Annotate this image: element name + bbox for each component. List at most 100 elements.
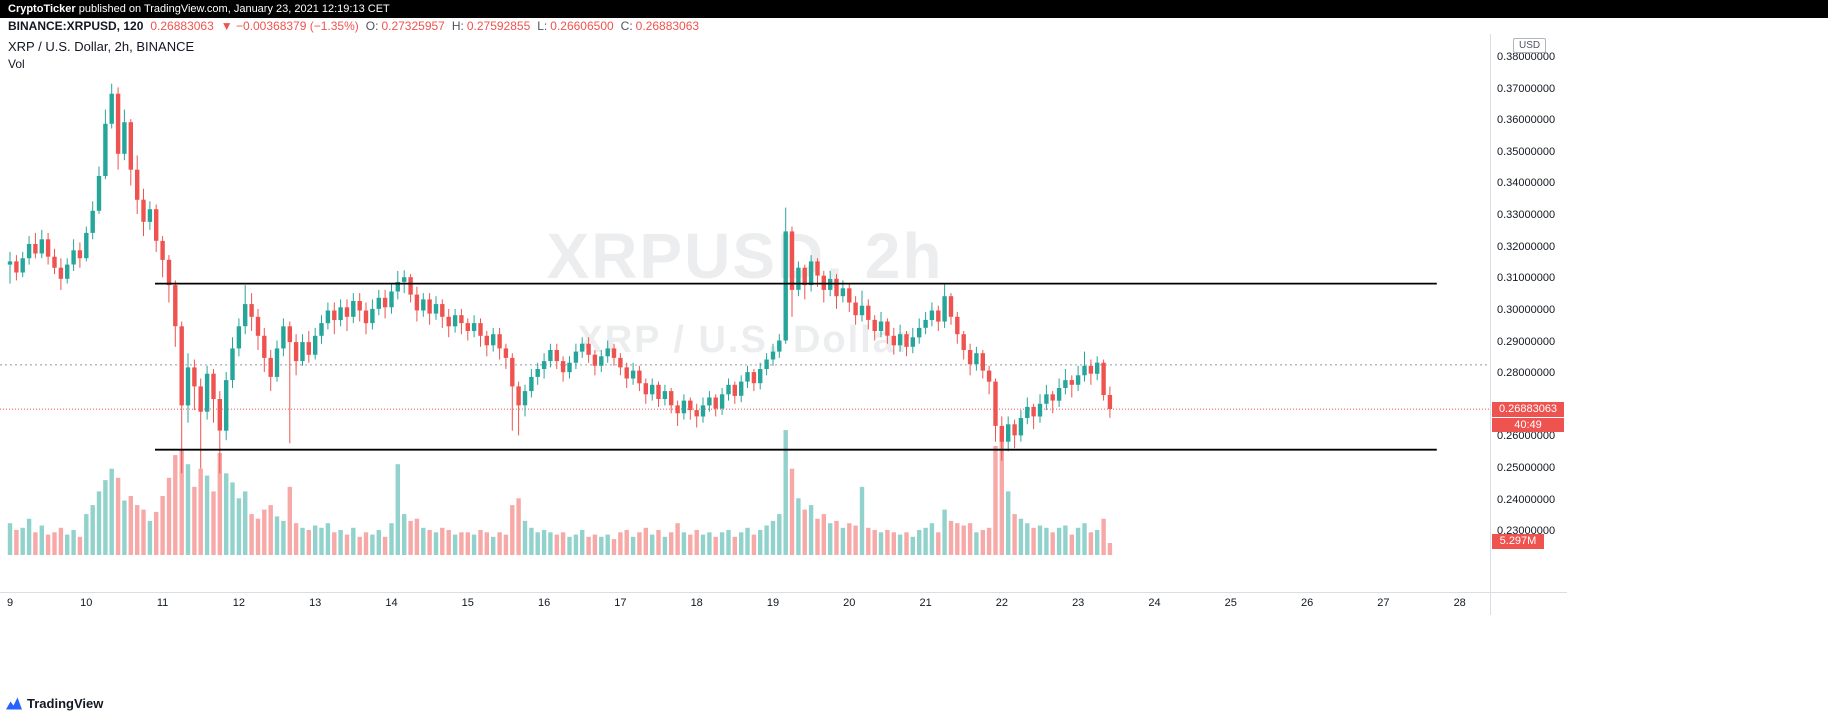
candle-body [605,348,610,357]
volume-bar [491,536,496,555]
candle-body [166,259,172,286]
volume-bar [1088,532,1094,555]
volume-bar [274,516,280,555]
candle-body [1056,388,1062,401]
candle-body [154,209,159,241]
candle-body [637,370,642,384]
volume-bar [300,527,305,555]
candle-body [147,209,153,222]
volume-bar [936,532,941,555]
candle-body [478,323,483,336]
candle-body [249,304,254,317]
volume-bar [923,527,928,555]
volume-bar [681,532,687,555]
volume-bar [751,534,757,555]
volume-bar [586,536,591,555]
volume-bar [688,534,693,555]
volume-bar [529,527,534,555]
candle-body [993,381,998,426]
candle-body [955,316,960,335]
candle-body [980,353,985,371]
time-axis-label: 19 [766,597,780,609]
tradingview-footer: TradingView [0,695,1828,712]
volume-bar [249,514,254,555]
price-axis-label: 0.28000000 [1497,367,1556,380]
volume-bar [135,505,140,555]
candle-body [516,386,521,406]
candle-body [84,232,89,259]
volume-bar [192,486,197,555]
volume-bar [815,518,820,555]
volume-bar [262,509,267,555]
volume-bar [891,532,896,555]
symbol-name: BINANCE:XRPUSD, 120 [8,19,144,33]
candle-body [255,316,261,336]
high-value: 0.27592855 [466,19,531,33]
volume-bar [592,534,598,555]
close-value: 0.26883063 [635,19,700,33]
candle-body [866,305,871,320]
volume-bar [796,498,801,556]
candle-body [1082,365,1087,376]
price-axis-label: 0.38000000 [1497,50,1556,63]
candle-body [96,176,102,211]
price-axis-label: 0.31000000 [1497,272,1556,285]
volume-bar [707,532,712,555]
candle-body [287,326,292,343]
time-axis[interactable]: 9 10 11 12 13 14 15 16 17 18 19 20 21 22 23 24 25 26 27 28 [0,592,1567,615]
time-axis-label: 23 [1072,597,1085,609]
volume-bar [611,539,617,555]
candle-body [1101,362,1106,395]
price-axis-label: 0.37000000 [1497,82,1556,95]
candlestick-chart[interactable] [0,34,1490,592]
time-axis-label: 17 [614,597,627,609]
volume-bar [84,514,89,555]
tradingview-brand-link[interactable]: TradingView [27,696,104,711]
open-label: O: [365,19,379,33]
candle-body [217,399,222,431]
candle-body [758,369,763,384]
volume-bar [999,437,1004,555]
volume-bar [847,523,852,555]
volume-bar [154,511,159,555]
candle-body [268,357,273,377]
volume-bar [1095,530,1100,555]
volume-bar [96,491,102,555]
volume-bar [897,534,903,555]
candle-body [452,315,458,327]
volume-bar [224,473,229,555]
candle-body [465,323,470,331]
candle-body [656,384,661,399]
candle-body [586,343,591,355]
volume-bar [287,486,292,555]
volume-bar [675,523,680,555]
price-axis-label: 0.34000000 [1497,177,1556,190]
candle-body [332,310,337,320]
volume-bar [764,525,769,555]
volume-bar [713,536,718,555]
candle-body [662,391,668,399]
candle-body [522,391,528,406]
candle-body [961,334,966,350]
candle-body [179,326,184,406]
volume-bar [560,532,566,555]
price-axis[interactable]: USD 0.26883063 40:49 5.297M 0.38000000 0.… [1490,34,1567,592]
candle-body [643,383,648,395]
volume-bar [694,530,699,555]
candle-body [650,384,655,395]
volume-bar [33,532,38,555]
tradingview-logo-icon[interactable] [6,697,22,710]
volume-bar [1025,523,1030,555]
candle-body [1095,362,1100,374]
candle-body [414,294,420,311]
candle-body [796,267,801,290]
volume-bar [650,534,655,555]
candle-body [503,348,509,358]
time-axis-label: 13 [309,597,322,609]
volume-bar [758,530,763,555]
volume-bar [643,527,648,555]
low-value: 0.26606500 [550,19,614,33]
volume-bar [834,520,839,555]
price-axis-label: 0.36000000 [1497,114,1556,127]
candle-body [815,261,820,276]
